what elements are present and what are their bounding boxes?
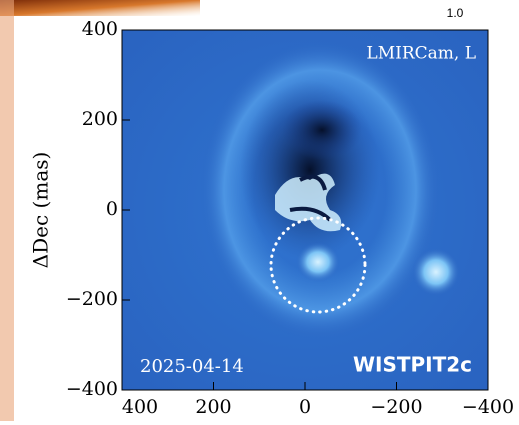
colorbar-frame xyxy=(365,0,488,28)
x-tick-label: −400 xyxy=(462,396,514,418)
date-label: 2025-04-14 xyxy=(140,356,244,377)
image xyxy=(122,30,488,390)
y-tick-label: −400 xyxy=(66,378,118,400)
y-tick-label: −200 xyxy=(66,288,118,310)
x-tick-label: 400 xyxy=(122,396,158,418)
y-tick-label: 0 xyxy=(106,198,118,220)
instrument-label: LMIRCam, L xyxy=(366,44,476,64)
x-tick-label: 200 xyxy=(195,396,231,418)
background-image xyxy=(0,0,200,16)
target-label: WISTPIT2c xyxy=(353,353,472,377)
colorbar-label: 1.0 xyxy=(447,6,464,20)
x-tick-label: 0 xyxy=(299,396,311,418)
y-tick-label: 200 xyxy=(82,108,118,130)
x-tick-label: −200 xyxy=(370,396,422,418)
background-image xyxy=(0,0,14,421)
y-tick-label: 400 xyxy=(82,18,118,40)
y-axis-label: ΔDec (mas) xyxy=(29,152,53,269)
